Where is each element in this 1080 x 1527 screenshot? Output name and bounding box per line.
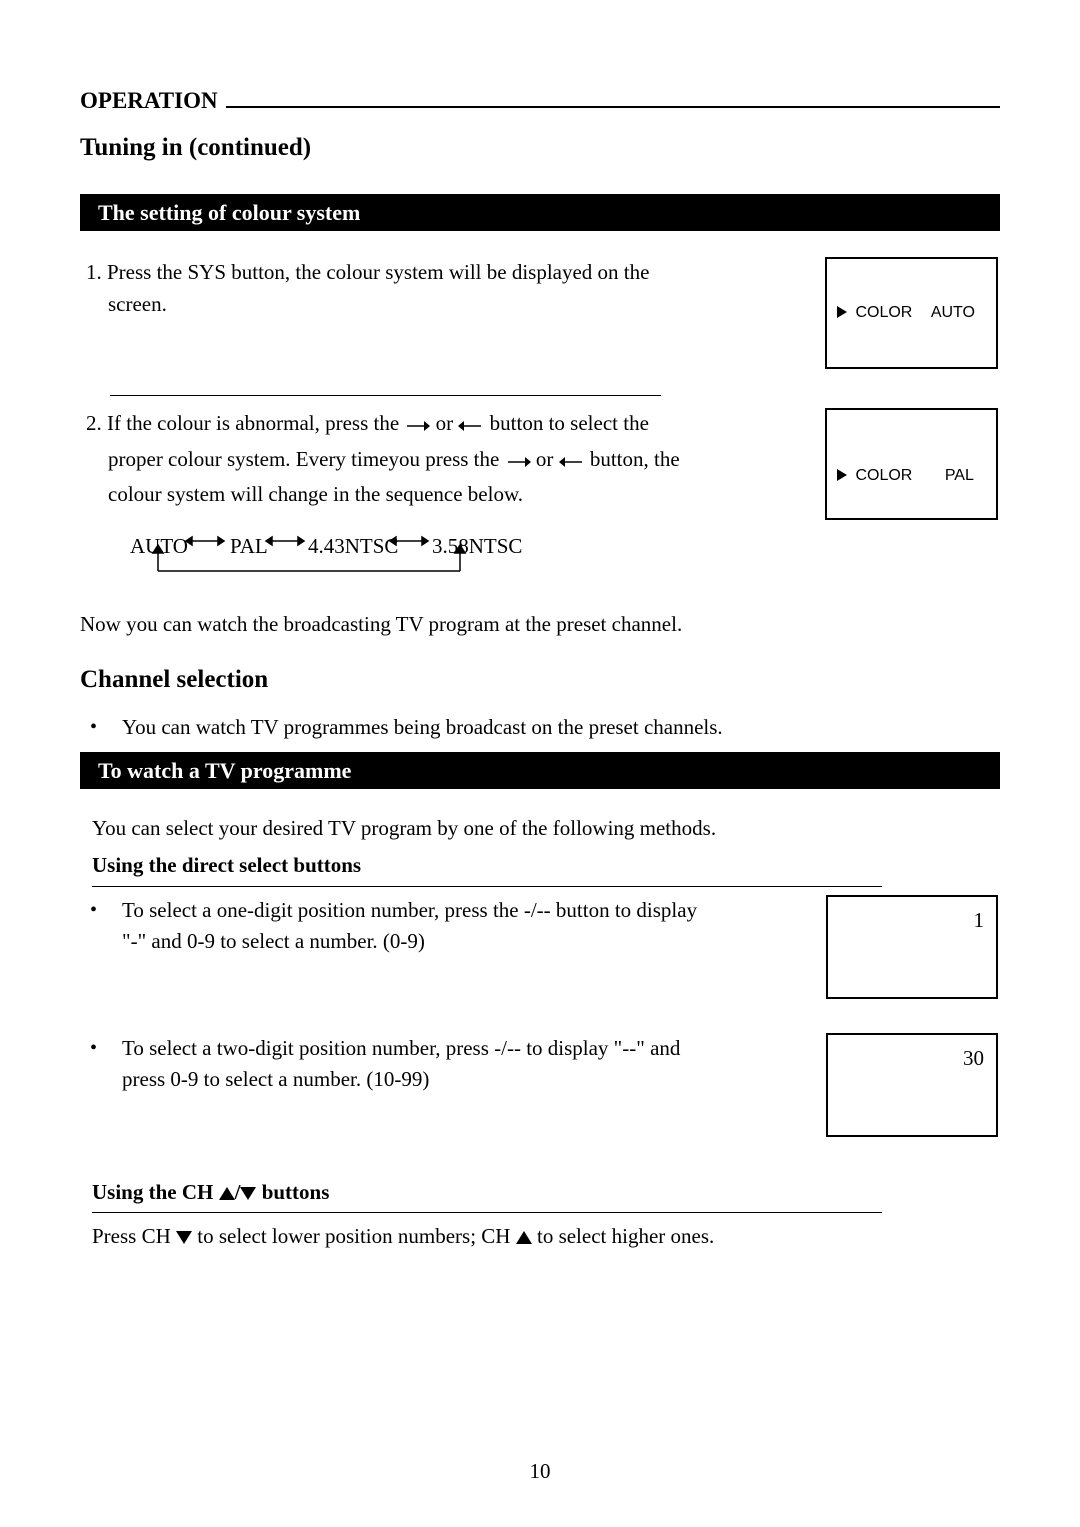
direct-buttons-heading: Using the direct select buttons: [92, 850, 1000, 882]
channel-sel-bullet: • You can watch TV programmes being broa…: [90, 712, 1000, 744]
sequence-diagram: AUTO PAL 4.43NTSC 3.58NTSC: [130, 531, 801, 591]
screen-num-1: 1: [974, 905, 985, 937]
direct-bullet-2: • To select a two-digit position number,…: [90, 1033, 802, 1096]
subheading-rule: [92, 886, 882, 887]
arrow-right-icon: [505, 455, 531, 469]
step-2-l1a: If the colour is abnormal, press the: [107, 411, 399, 435]
up-triangle-icon: [219, 1187, 235, 1200]
bullet-icon: •: [90, 895, 122, 958]
cursor-icon: [837, 469, 847, 481]
ch-title-b: buttons: [262, 1180, 330, 1204]
arrow-right-icon: [404, 419, 430, 433]
header-rule: [226, 106, 1000, 108]
channel-sel-bullet-text: You can watch TV programmes being broadc…: [122, 712, 723, 744]
screen2-label: COLOR: [855, 467, 912, 484]
ch-title-a: Using the CH: [92, 1180, 213, 1204]
screen-channel-30: 30: [826, 1033, 998, 1137]
divider: [110, 395, 661, 396]
arrow-left-icon: [458, 419, 484, 433]
screen1-value: AUTO: [931, 304, 975, 321]
screen-num-2: 30: [963, 1043, 984, 1075]
direct-bullet-2-row: • To select a two-digit position number,…: [80, 1033, 1000, 1137]
step-1-row: 1. Press the SYS button, the colour syst…: [80, 257, 1000, 369]
step-1: 1. Press the SYS button, the colour syst…: [86, 257, 801, 320]
step-2-l1c: button to select the: [490, 411, 649, 435]
step-2: 2. If the colour is abnormal, press the …: [86, 406, 801, 513]
cursor-icon: [837, 306, 847, 318]
channel-selection-title: Channel selection: [80, 661, 1000, 699]
ch-text-b: to select lower position numbers; CH: [197, 1224, 510, 1248]
ch-text: Press CH to select lower position number…: [92, 1221, 1000, 1253]
step-2-number: 2.: [86, 406, 102, 442]
seq-2: 4.43NTSC: [308, 531, 398, 563]
ch-text-c: to select higher ones.: [537, 1224, 714, 1248]
section-bar-watch-tv: To watch a TV programme: [80, 752, 1000, 789]
section-header: OPERATION: [80, 84, 1000, 119]
page: OPERATION Tuning in (continued) The sett…: [0, 0, 1080, 1527]
select-intro: You can select your desired TV program b…: [92, 813, 1000, 845]
seq-3: 3.58NTSC: [432, 531, 522, 563]
up-triangle-icon: [516, 1231, 532, 1244]
step-2-l2c: button, the: [590, 447, 680, 471]
direct-b2-a: To select a two-digit position number, p…: [122, 1033, 680, 1065]
subheading-rule: [92, 1212, 882, 1213]
step-1-text-a: Press the SYS button, the colour system …: [107, 260, 649, 284]
screen1-label: COLOR: [855, 304, 912, 321]
step-2-l2b: or: [536, 447, 554, 471]
seq-0: AUTO: [130, 531, 188, 563]
direct-bullet-1: • To select a one-digit position number,…: [90, 895, 802, 958]
section-bar-colour-system: The setting of colour system: [80, 194, 1000, 231]
direct-b2-b: press 0-9 to select a number. (10-99): [122, 1064, 680, 1096]
screen-color-pal: COLOR PAL: [825, 408, 998, 520]
direct-bullet-1-row: • To select a one-digit position number,…: [80, 895, 1000, 999]
operation-label: OPERATION: [80, 84, 218, 119]
now-text: Now you can watch the broadcasting TV pr…: [80, 609, 1000, 641]
step-1-number: 1.: [86, 257, 102, 289]
bullet-icon: •: [90, 1033, 122, 1096]
step-2-row: 2. If the colour is abnormal, press the …: [80, 406, 1000, 591]
seq-1: PAL: [230, 531, 268, 563]
direct-b1-a: To select a one-digit position number, p…: [122, 895, 697, 927]
screen-color-auto: COLOR AUTO: [825, 257, 998, 369]
page-title: Tuning in (continued): [80, 129, 1000, 167]
screen-channel-1: 1: [826, 895, 998, 999]
ch-text-a: Press CH: [92, 1224, 171, 1248]
down-triangle-icon: [240, 1187, 256, 1200]
step-2-l1b: or: [436, 411, 454, 435]
screen2-value: PAL: [945, 467, 974, 484]
page-number: 10: [0, 1456, 1080, 1488]
step-2-l2a: proper colour system. Every timeyou pres…: [108, 447, 499, 471]
ch-buttons-heading: Using the CH / buttons: [92, 1177, 1000, 1209]
down-triangle-icon: [176, 1231, 192, 1244]
bullet-icon: •: [90, 712, 122, 744]
step-2-l3: colour system will change in the sequenc…: [108, 477, 801, 513]
direct-b1-b: "-" and 0-9 to select a number. (0-9): [122, 926, 697, 958]
step-1-text-b: screen.: [108, 289, 801, 321]
arrow-left-icon: [559, 455, 585, 469]
